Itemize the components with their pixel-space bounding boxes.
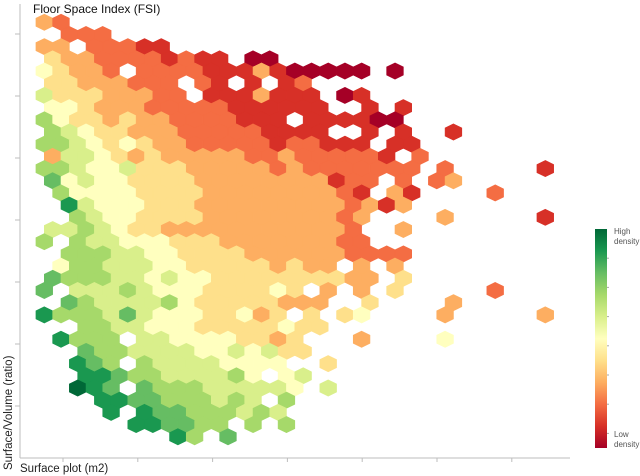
hexbin — [386, 62, 404, 80]
hexbin — [35, 13, 53, 31]
hexbin — [436, 208, 454, 226]
hexbin — [185, 428, 204, 446]
hexbin — [336, 86, 354, 104]
hexbin — [336, 111, 354, 129]
hexbin — [536, 160, 554, 178]
x-ticks — [62, 458, 513, 462]
hexbin — [52, 330, 70, 348]
colorbar-high-label: High density — [614, 227, 639, 246]
hexbin — [352, 330, 371, 348]
hexbin — [336, 306, 354, 324]
hexbin — [102, 403, 120, 421]
y-axis-label: Surface/Volume (ratio) — [3, 355, 15, 470]
hexbin — [536, 208, 554, 226]
hexbin — [486, 184, 504, 202]
hexbin — [35, 233, 53, 251]
hexbin — [352, 306, 371, 324]
hexbin — [319, 62, 337, 80]
hexbin — [352, 62, 371, 80]
hexbin — [444, 123, 463, 141]
hexbin — [436, 306, 454, 324]
hexbin — [311, 318, 329, 336]
hexbin — [394, 221, 413, 238]
hexbin — [244, 416, 262, 434]
y-ticks — [15, 33, 20, 407]
hexbin — [336, 62, 354, 80]
hexbin — [35, 306, 53, 324]
colorbar-low-label: Low density — [614, 430, 639, 449]
hexbin — [436, 330, 454, 348]
hexbin — [319, 355, 337, 373]
hexbin — [444, 172, 463, 190]
hexbin — [319, 379, 337, 397]
hexbin — [35, 282, 53, 299]
hexbin — [536, 306, 554, 324]
hexbin-layer — [35, 13, 554, 446]
colorbar-ticks — [607, 257, 609, 434]
hexbin — [277, 416, 296, 434]
colorbar-gradient — [595, 229, 607, 448]
hexbin — [486, 282, 504, 299]
hexbin — [386, 282, 404, 299]
chart-title: Floor Space Index (FSI) — [33, 2, 160, 16]
axes — [15, 4, 570, 462]
hexbin — [219, 428, 237, 446]
hexbin — [394, 196, 413, 214]
x-axis-label: Surface plot (m2) — [20, 463, 108, 475]
hexbin — [294, 342, 312, 360]
colorbar: High density Low density — [595, 227, 639, 449]
